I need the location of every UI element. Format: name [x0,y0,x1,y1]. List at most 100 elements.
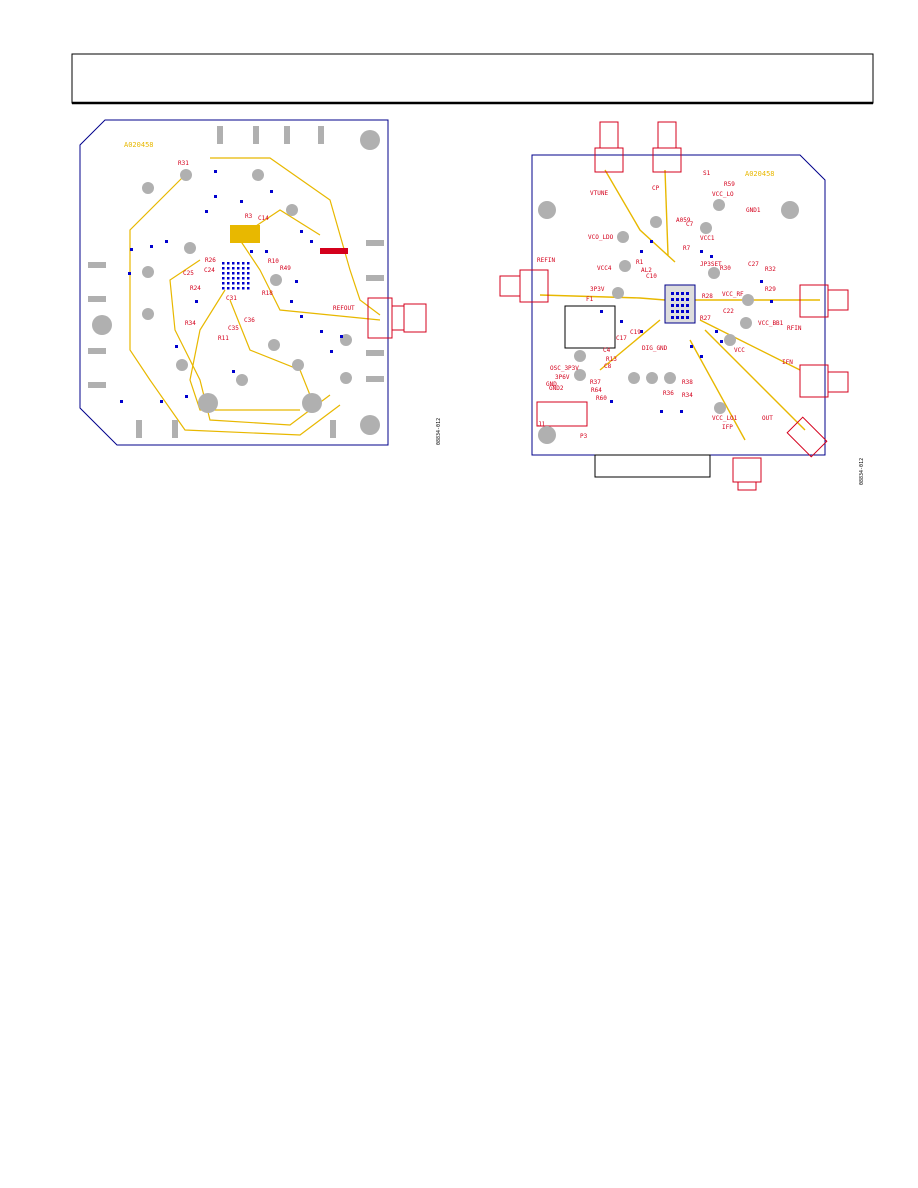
via [227,287,230,290]
via [237,272,240,275]
component-label: R59 [724,181,735,188]
via [310,240,313,243]
component-label: AL2 [641,267,652,274]
via [340,335,343,338]
via [295,280,298,283]
via [232,267,235,270]
component-label: IFN [782,359,793,366]
copper-pour [230,225,260,243]
component-label: F1 [586,296,594,303]
via [242,262,245,265]
component-label: VCC [734,347,745,354]
via [130,248,133,251]
via [720,340,723,343]
via [681,292,684,295]
via [247,287,250,290]
via [330,350,333,353]
via [214,170,217,173]
via [247,272,250,275]
component-label: R18 [262,290,273,297]
via [686,304,689,307]
via [290,300,293,303]
component-label: C8 [604,363,612,370]
via [247,282,250,285]
via [205,210,208,213]
component-label: C31 [226,295,237,302]
via [620,320,623,323]
via [227,262,230,265]
via [676,310,679,313]
via [676,316,679,319]
component-label: R27 [700,315,711,322]
via [640,330,643,333]
component-label: VCC1 [700,235,715,242]
marker [320,248,348,254]
via [232,272,235,275]
component-label: R29 [765,286,776,293]
component-label: R7 [683,245,691,252]
component-label: RFIN [787,325,802,332]
component-label: OUT [762,415,773,422]
component-label: C7 [686,221,694,228]
via [237,282,240,285]
component-label: R26 [205,257,216,264]
dsub-connector [594,454,711,478]
via [242,267,245,270]
component-label: GND [546,381,557,388]
ic [664,284,696,324]
via [165,240,168,243]
component-label: R28 [702,293,713,300]
component-label: R1 [636,259,644,266]
via [686,298,689,301]
via [686,310,689,313]
pads [88,126,384,438]
component-label: P3 [580,433,588,440]
via [242,272,245,275]
via [222,262,225,265]
component-label: VCO_LDO [588,234,614,241]
component-label: R3 [245,213,253,220]
via [242,277,245,280]
via [686,292,689,295]
via [222,272,225,275]
component-label: R31 [178,160,189,167]
traces [539,169,820,441]
component-label: A059 [676,217,691,224]
via [650,240,653,243]
via [300,315,303,318]
pads [538,199,799,444]
component-label: C27 [748,261,759,268]
via [247,267,250,270]
component-label: GND1 [746,207,761,214]
component-label: IFP [722,424,733,431]
via [671,304,674,307]
via [222,282,225,285]
component-label: C17 [616,335,627,342]
component-label: S1 [703,170,711,177]
right-board: A020458 08834-012 VTUNE CP A059 S1 R59 VCC_LO… [499,121,865,491]
component-label: R64 [591,387,602,394]
via [660,410,663,413]
via [185,395,188,398]
via [676,304,679,307]
via [671,316,674,319]
via [232,277,235,280]
via [227,282,230,285]
via [686,316,689,319]
via [671,310,674,313]
via [610,400,613,403]
vias [120,170,343,403]
via [270,190,273,193]
component-label: OSC_3P3V [550,365,579,372]
via [150,245,153,248]
component-label: DIG_GND [642,345,668,352]
component-label: R24 [190,285,201,292]
component-label: J1 [538,421,546,428]
component-label: R34 [185,320,196,327]
via [690,345,693,348]
via [770,300,773,303]
via [175,345,178,348]
via [237,287,240,290]
via [681,310,684,313]
